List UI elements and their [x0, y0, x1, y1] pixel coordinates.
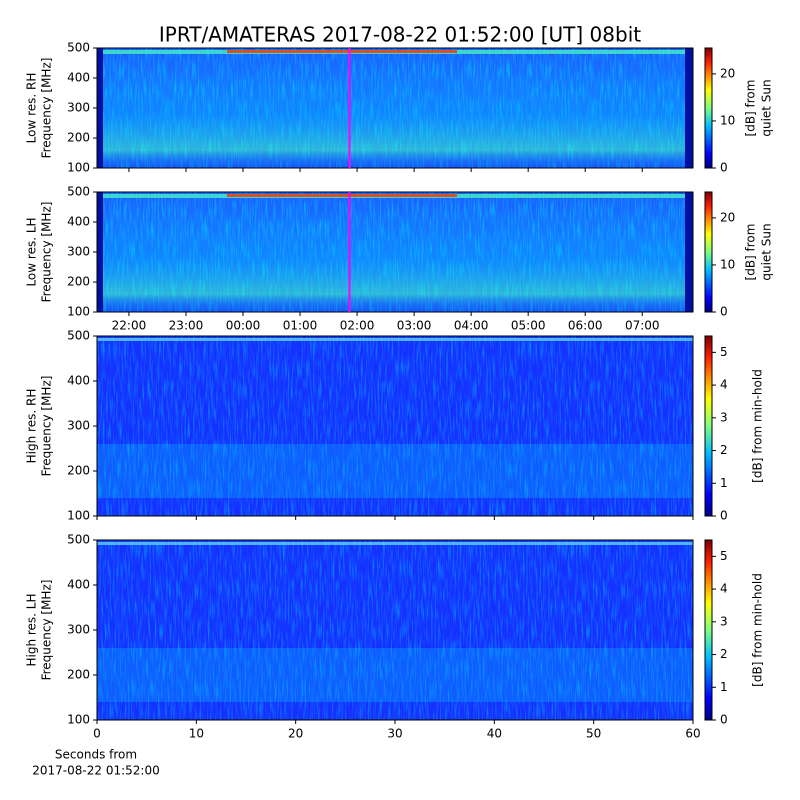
colorbar-tick-label: 20 — [720, 210, 735, 224]
y-axis-label: Low res. LH — [25, 217, 39, 286]
y-tick-label: 200 — [67, 131, 90, 145]
colorbar-tick-label: 1 — [720, 680, 728, 694]
colorbar-tick-label: 10 — [720, 113, 735, 127]
spectrogram-top-hot — [227, 194, 457, 197]
x-tick-label: 60 — [685, 727, 700, 741]
edge-right — [685, 48, 693, 168]
y-axis-label: High res. RH — [25, 389, 39, 464]
x-tick-label: 06:00 — [568, 319, 603, 333]
x-tick-label: 22:00 — [112, 319, 147, 333]
x-tick-label: 20 — [288, 727, 303, 741]
y-axis-label: Frequency [MHz] — [40, 580, 54, 681]
spectrogram-band — [97, 444, 693, 498]
colorbar — [704, 47, 713, 169]
y-axis-label: Low res. RH — [25, 73, 39, 144]
x-tick-label: 05:00 — [511, 319, 546, 333]
colorbar-tick-label: 3 — [720, 614, 728, 628]
colorbar-tick-label: 20 — [720, 66, 735, 80]
edge-left — [97, 48, 103, 168]
y-tick-label: 300 — [67, 419, 90, 433]
spectrogram-band — [97, 192, 693, 312]
spectrogram-top-hot — [227, 50, 457, 53]
colorbar — [704, 335, 713, 517]
y-tick-label: 400 — [67, 71, 90, 85]
y-tick-label: 500 — [67, 185, 90, 199]
colorbar — [704, 539, 713, 721]
colorbar-tick-label: 0 — [720, 305, 728, 319]
x-axis-label: 2017-08-22 01:52:00 — [32, 764, 159, 778]
colorbar-tick-label: 0 — [720, 509, 728, 523]
x-tick-label: 50 — [586, 727, 601, 741]
x-axis-label: Seconds from — [55, 748, 137, 762]
colorbar-tick-label: 3 — [720, 410, 728, 424]
y-tick-label: 300 — [67, 623, 90, 637]
y-tick-label: 100 — [67, 713, 90, 727]
y-tick-label: 200 — [67, 668, 90, 682]
edge-left — [97, 192, 103, 312]
colorbar-tick-label: 1 — [720, 476, 728, 490]
spectrogram-top — [97, 338, 693, 341]
x-tick-label: 03:00 — [397, 319, 432, 333]
colorbar-label: [dB] from — [744, 224, 758, 281]
colorbar-tick-label: 5 — [720, 549, 728, 563]
y-tick-label: 200 — [67, 464, 90, 478]
colorbar-tick-label: 4 — [720, 582, 728, 596]
colorbar-tick-label: 4 — [720, 378, 728, 392]
y-tick-label: 100 — [67, 161, 90, 175]
x-tick-label: 00:00 — [226, 319, 261, 333]
x-tick-label: 40 — [487, 727, 502, 741]
spectrogram-noise — [97, 540, 693, 720]
y-tick-label: 500 — [67, 329, 90, 343]
edge-right — [685, 192, 693, 312]
y-tick-label: 300 — [67, 245, 90, 259]
spectrogram-band — [97, 48, 693, 168]
y-tick-label: 500 — [67, 533, 90, 547]
colorbar-tick-label: 5 — [720, 345, 728, 359]
colorbar-label: [dB] from min-hold — [751, 369, 765, 483]
y-tick-label: 400 — [67, 215, 90, 229]
y-tick-label: 100 — [67, 305, 90, 319]
y-axis-label: Frequency [MHz] — [40, 376, 54, 477]
figure-title: IPRT/AMATERAS 2017-08-22 01:52:00 [UT] 0… — [159, 23, 641, 47]
colorbar-tick-label: 2 — [720, 443, 728, 457]
y-axis-label: Frequency [MHz] — [40, 58, 54, 159]
colorbar — [704, 191, 713, 313]
y-tick-label: 400 — [67, 578, 90, 592]
colorbar-label: [dB] from min-hold — [751, 573, 765, 687]
x-tick-label: 02:00 — [340, 319, 375, 333]
y-axis-label: High res. LH — [25, 593, 39, 666]
colorbar-tick-label: 0 — [720, 713, 728, 727]
colorbar-label: quiet Sun — [760, 223, 774, 280]
x-tick-label: 07:00 — [625, 319, 660, 333]
spectrogram-noise — [97, 336, 693, 516]
y-tick-label: 300 — [67, 101, 90, 115]
colorbar-label: quiet Sun — [760, 79, 774, 136]
x-tick-label: 04:00 — [454, 319, 489, 333]
y-tick-label: 400 — [67, 374, 90, 388]
spectrogram-top — [97, 542, 693, 545]
colorbar-tick-label: 10 — [720, 257, 735, 271]
x-tick-label: 30 — [387, 727, 402, 741]
colorbar-label: [dB] from — [744, 80, 758, 137]
y-tick-label: 100 — [67, 509, 90, 523]
x-tick-label: 10 — [189, 727, 204, 741]
x-tick-label: 0 — [93, 727, 101, 741]
spectrogram-band — [97, 648, 693, 702]
x-tick-label: 01:00 — [283, 319, 318, 333]
y-axis-label: Frequency [MHz] — [40, 202, 54, 303]
y-tick-label: 200 — [67, 275, 90, 289]
x-tick-label: 23:00 — [169, 319, 204, 333]
colorbar-tick-label: 2 — [720, 647, 728, 661]
colorbar-tick-label: 0 — [720, 161, 728, 175]
y-tick-label: 500 — [67, 41, 90, 55]
